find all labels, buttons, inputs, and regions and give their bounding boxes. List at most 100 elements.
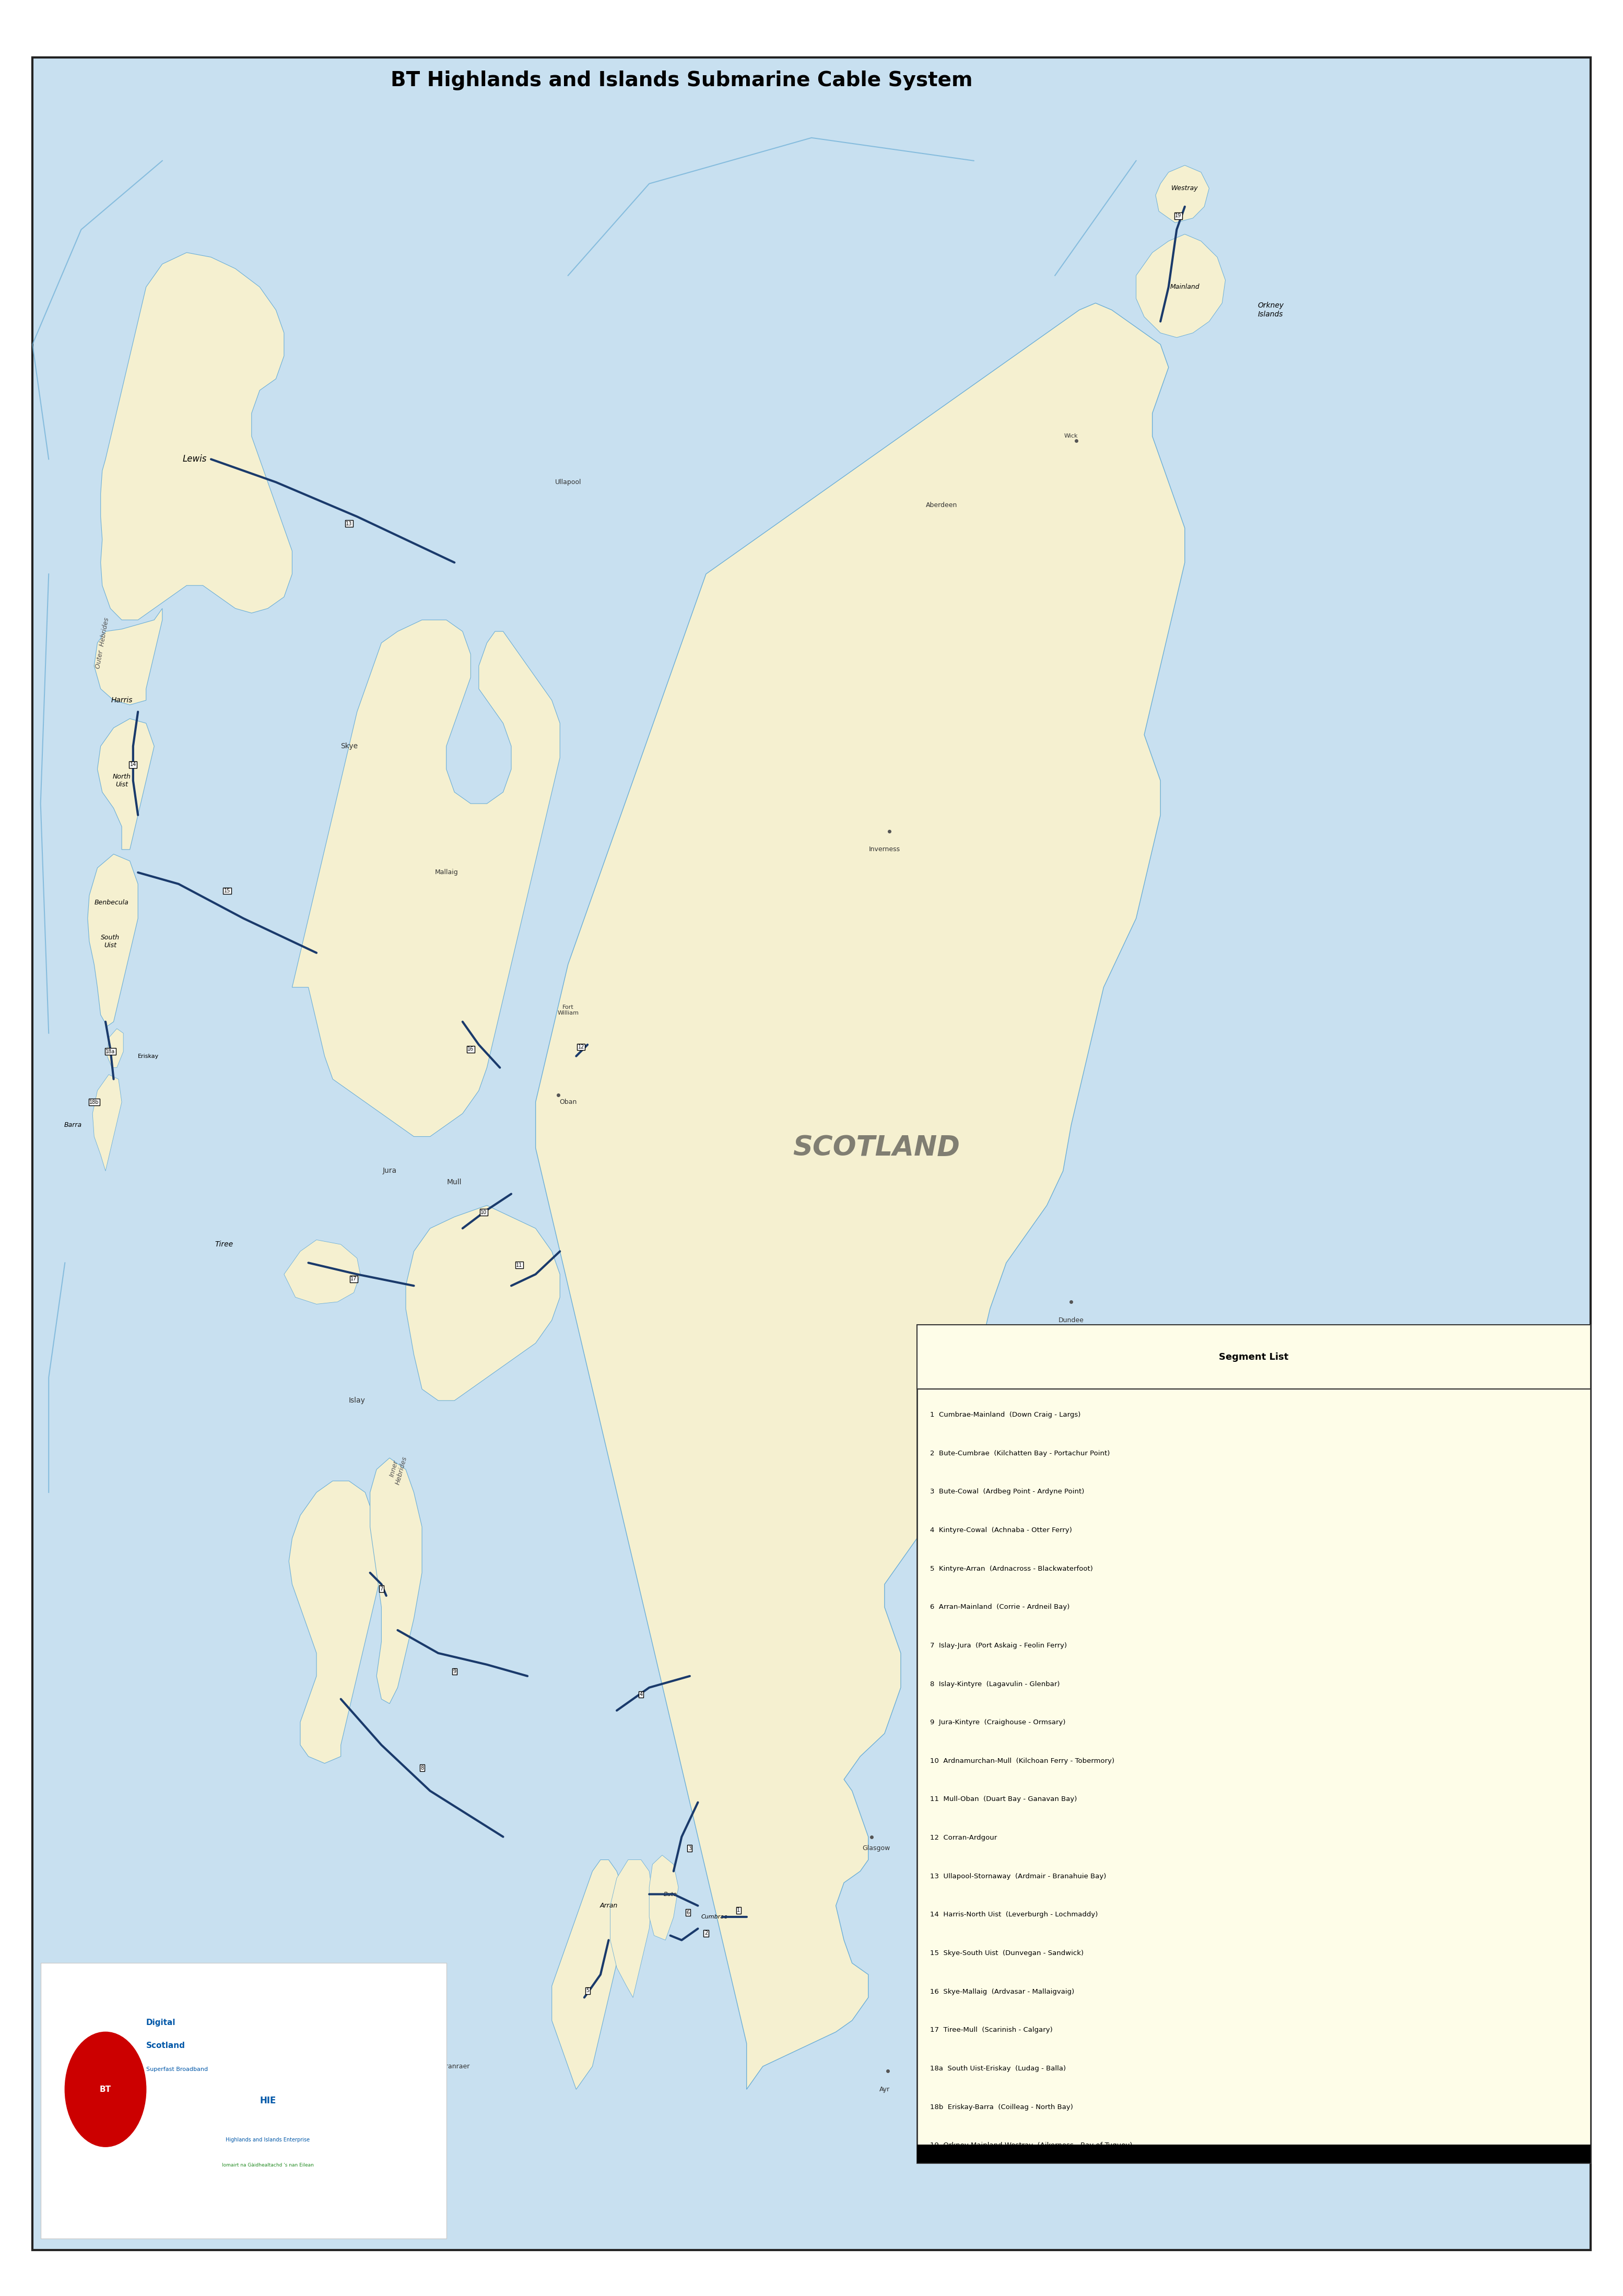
Polygon shape xyxy=(88,854,138,1026)
Text: 18b: 18b xyxy=(89,1100,99,1104)
FancyBboxPatch shape xyxy=(917,1325,1591,2163)
Text: 4  Kintyre-Cowal  (Achnaba - Otter Ferry): 4 Kintyre-Cowal (Achnaba - Otter Ferry) xyxy=(930,1527,1071,1534)
Text: Segment List: Segment List xyxy=(1219,1352,1289,1362)
Polygon shape xyxy=(107,1029,123,1068)
Text: 3: 3 xyxy=(688,1846,691,1851)
Text: Superfast Broadband: Superfast Broadband xyxy=(146,2066,208,2071)
Text: 10  Ardnamurchan-Mull  (Kilchoan Ferry - Tobermory): 10 Ardnamurchan-Mull (Kilchoan Ferry - T… xyxy=(930,1756,1115,1763)
Text: 18a  South Uist-Eriskay  (Ludag - Balla): 18a South Uist-Eriskay (Ludag - Balla) xyxy=(930,2064,1066,2071)
Text: 8: 8 xyxy=(420,1766,424,1770)
Text: BT Highlands and Islands Submarine Cable System: BT Highlands and Islands Submarine Cable… xyxy=(391,71,972,90)
Text: 5  Kintyre-Arran  (Ardnacross - Blackwaterfoot): 5 Kintyre-Arran (Ardnacross - Blackwater… xyxy=(930,1566,1092,1573)
Polygon shape xyxy=(289,1481,381,1763)
Text: 13: 13 xyxy=(346,521,352,526)
Text: Skye: Skye xyxy=(341,742,357,751)
Text: South
Uist: South Uist xyxy=(101,934,120,948)
Text: 16  Skye-Mallaig  (Ardvasar - Mallaigvaig): 16 Skye-Mallaig (Ardvasar - Mallaigvaig) xyxy=(930,1988,1074,1995)
Text: 9: 9 xyxy=(453,1669,456,1674)
Polygon shape xyxy=(101,253,292,620)
Text: Scotland: Scotland xyxy=(146,2041,185,2050)
Text: Digital: Digital xyxy=(146,2018,175,2027)
Text: Lewis: Lewis xyxy=(183,455,206,464)
Text: Bute: Bute xyxy=(664,1892,677,1896)
Bar xyxy=(41,1963,446,2239)
Text: 6  Arran-Mainland  (Corrie - Ardneil Bay): 6 Arran-Mainland (Corrie - Ardneil Bay) xyxy=(930,1603,1070,1609)
Text: North
Uist: North Uist xyxy=(112,774,131,788)
Text: 18a: 18a xyxy=(105,1049,115,1054)
Text: 12  Corran-Ardgour: 12 Corran-Ardgour xyxy=(930,1835,997,1841)
Polygon shape xyxy=(97,719,154,850)
Text: 18b  Eriskay-Barra  (Coilleag - North Bay): 18b Eriskay-Barra (Coilleag - North Bay) xyxy=(930,2103,1073,2110)
Text: 15  Skye-South Uist  (Dunvegan - Sandwick): 15 Skye-South Uist (Dunvegan - Sandwick) xyxy=(930,1949,1084,1956)
Text: Wick: Wick xyxy=(1065,434,1078,439)
Text: BT: BT xyxy=(99,2085,112,2094)
Text: 3  Bute-Cowal  (Ardbeg Point - Ardyne Point): 3 Bute-Cowal (Ardbeg Point - Ardyne Poin… xyxy=(930,1488,1084,1495)
Text: Highlands and Islands Enterprise: Highlands and Islands Enterprise xyxy=(226,2138,310,2142)
Text: 1: 1 xyxy=(737,1908,740,1913)
Text: 6: 6 xyxy=(687,1910,690,1915)
Text: Fort
William: Fort William xyxy=(557,1006,579,1015)
Text: 16: 16 xyxy=(467,1047,474,1052)
Polygon shape xyxy=(94,608,162,705)
Text: Tiree: Tiree xyxy=(214,1240,234,1249)
Text: Ullapool: Ullapool xyxy=(555,480,581,484)
Polygon shape xyxy=(292,620,560,1137)
Text: Benbecula: Benbecula xyxy=(94,900,128,905)
Text: SCOTLAND: SCOTLAND xyxy=(794,1134,959,1162)
Text: Mainland: Mainland xyxy=(1170,285,1199,289)
Text: Islay: Islay xyxy=(349,1396,365,1405)
Text: Mull: Mull xyxy=(446,1178,463,1187)
Text: 19  Orkney Mainland-Westray  (Aikerness - Bay of Tuquoy): 19 Orkney Mainland-Westray (Aikerness - … xyxy=(930,2142,1133,2149)
Polygon shape xyxy=(610,1860,652,1998)
Text: Aberdeen: Aberdeen xyxy=(925,503,958,507)
Polygon shape xyxy=(370,1458,422,1704)
Text: 7  Islay-Jura  (Port Askaig - Feolin Ferry): 7 Islay-Jura (Port Askaig - Feolin Ferry… xyxy=(930,1642,1066,1649)
Text: Arran: Arran xyxy=(599,1903,618,1908)
Text: 1  Cumbrae-Mainland  (Down Craig - Largs): 1 Cumbrae-Mainland (Down Craig - Largs) xyxy=(930,1412,1081,1419)
Text: Inverness: Inverness xyxy=(868,847,901,852)
Text: 14: 14 xyxy=(130,762,136,767)
Text: Iomairt na Gàidhealtachd 's nan Eilean: Iomairt na Gàidhealtachd 's nan Eilean xyxy=(222,2163,313,2167)
Polygon shape xyxy=(1136,234,1225,338)
FancyBboxPatch shape xyxy=(917,1325,1591,1389)
Text: Cumbrae: Cumbrae xyxy=(701,1915,727,1919)
Text: Dundee: Dundee xyxy=(1058,1318,1084,1322)
Polygon shape xyxy=(284,1240,360,1304)
Text: Oban: Oban xyxy=(560,1100,576,1104)
Text: 15: 15 xyxy=(224,889,230,893)
Text: 7: 7 xyxy=(380,1587,383,1591)
Text: Stranraer: Stranraer xyxy=(438,2064,471,2069)
Text: 8  Islay-Kintyre  (Lagavulin - Glenbar): 8 Islay-Kintyre (Lagavulin - Glenbar) xyxy=(930,1681,1060,1688)
Text: 14  Harris-North Uist  (Leverburgh - Lochmaddy): 14 Harris-North Uist (Leverburgh - Lochm… xyxy=(930,1910,1097,1917)
Text: 9  Jura-Kintyre  (Craighouse - Ormsary): 9 Jura-Kintyre (Craighouse - Ormsary) xyxy=(930,1720,1065,1727)
Text: 10: 10 xyxy=(480,1210,487,1215)
Polygon shape xyxy=(406,1205,560,1401)
Text: 12: 12 xyxy=(578,1045,584,1049)
Polygon shape xyxy=(552,1860,625,2089)
Text: Barra: Barra xyxy=(65,1123,81,1127)
Text: Glasgow: Glasgow xyxy=(862,1846,891,1851)
Text: Orkney
Islands: Orkney Islands xyxy=(1258,303,1284,317)
Text: Inner
Hebrides: Inner Hebrides xyxy=(386,1453,409,1486)
Text: 2: 2 xyxy=(704,1931,708,1936)
Text: Ayr: Ayr xyxy=(880,2087,889,2092)
Text: Westray: Westray xyxy=(1172,186,1198,191)
Text: 13  Ullapool-Stornaway  (Ardmair - Branahuie Bay): 13 Ullapool-Stornaway (Ardmair - Branahu… xyxy=(930,1874,1107,1880)
Polygon shape xyxy=(93,1075,122,1171)
Text: 11  Mull-Oban  (Duart Bay - Ganavan Bay): 11 Mull-Oban (Duart Bay - Ganavan Bay) xyxy=(930,1795,1078,1802)
Text: 11: 11 xyxy=(516,1263,523,1267)
Polygon shape xyxy=(1156,165,1209,223)
Text: 19: 19 xyxy=(1175,214,1182,218)
Polygon shape xyxy=(536,303,1185,2089)
Text: Edinburgh: Edinburgh xyxy=(1031,1639,1063,1644)
Text: 4: 4 xyxy=(639,1692,643,1697)
Bar xyxy=(917,2144,1591,2163)
Text: Jura: Jura xyxy=(383,1166,396,1176)
Polygon shape xyxy=(649,1855,678,1940)
Circle shape xyxy=(65,2032,146,2147)
Text: 5: 5 xyxy=(586,1988,589,1993)
Text: 17: 17 xyxy=(351,1277,357,1281)
Text: Outer  Hebrides: Outer Hebrides xyxy=(94,618,110,668)
Text: HIE: HIE xyxy=(260,2096,276,2105)
Text: Mallaig: Mallaig xyxy=(435,870,458,875)
